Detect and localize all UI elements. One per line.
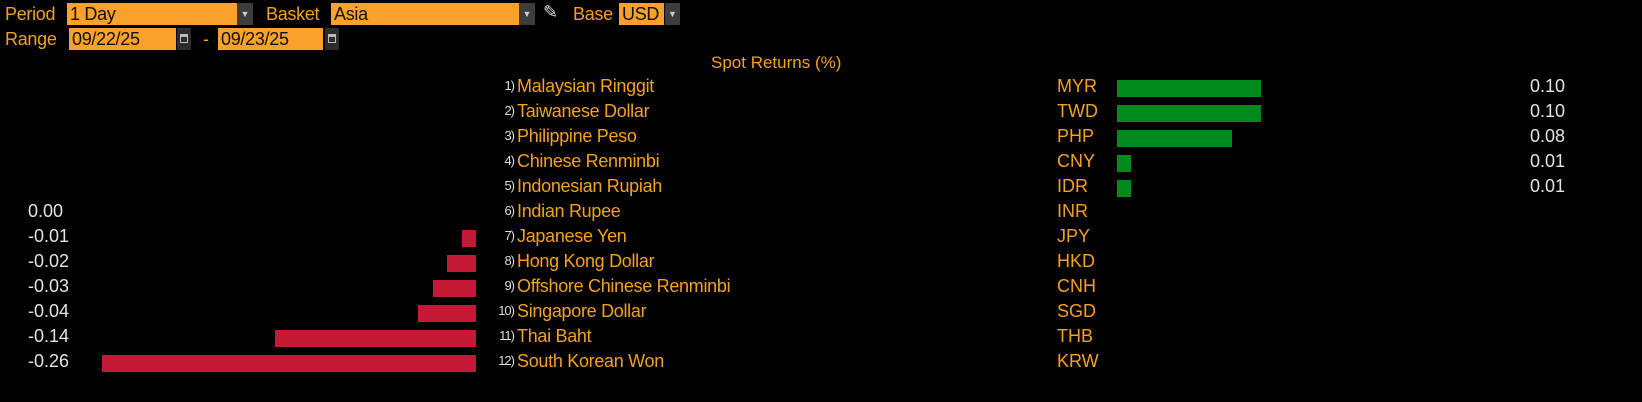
row-rank: 11) (499, 328, 515, 343)
currency-name: Malaysian Ringgit (517, 76, 654, 96)
range-end-input[interactable]: 09/23/25 (218, 28, 323, 50)
currency-name: Indian Rupee (517, 201, 621, 221)
currency-code: KRW (1057, 351, 1099, 371)
negative-bar (102, 355, 476, 372)
table-row[interactable]: 2) Taiwanese Dollar TWD 0.10 (0, 101, 1642, 126)
currency-code: MYR (1057, 76, 1097, 96)
base-dropdown[interactable]: USD (619, 3, 664, 25)
positive-bar (1117, 130, 1233, 147)
positive-bar (1117, 80, 1261, 97)
value-label: -0.14 (28, 326, 70, 346)
currency-name: Taiwanese Dollar (517, 101, 650, 121)
table-row[interactable]: 10) Singapore Dollar SGD -0.04 (0, 301, 1642, 326)
currency-code: CNY (1057, 151, 1096, 171)
row-rank: 10) (498, 303, 515, 318)
table-row[interactable]: 8) Hong Kong Dollar HKD -0.02 (0, 251, 1642, 276)
row-rank: 12) (498, 353, 515, 368)
row-rank: 2) (504, 103, 515, 118)
currency-name: Offshore Chinese Renminbi (517, 276, 731, 296)
value-label: 0.08 (1529, 126, 1565, 146)
chevron-down-icon[interactable]: ▼ (237, 3, 253, 25)
table-row[interactable]: 11) Thai Baht THB -0.14 (0, 326, 1642, 351)
negative-bar (432, 280, 476, 297)
chart-title: Spot Returns (%) (711, 53, 842, 72)
value-label: 0.10 (1529, 76, 1565, 96)
value-label: 0.01 (1529, 176, 1565, 196)
table-row[interactable]: 7) Japanese Yen JPY -0.01 (0, 226, 1642, 251)
table-row[interactable]: 3) Philippine Peso PHP 0.08 (0, 126, 1642, 151)
value-label: -0.04 (28, 301, 70, 321)
row-rank: 6) (504, 203, 515, 218)
value-label: 0.00 (28, 201, 64, 221)
currency-code: INR (1057, 201, 1088, 221)
value-label: 0.01 (1529, 151, 1565, 171)
currency-code: THB (1057, 326, 1093, 346)
currency-name: Japanese Yen (517, 226, 627, 246)
row-rank: 8) (504, 253, 515, 268)
calendar-icon[interactable] (325, 28, 339, 50)
value-label: -0.03 (28, 276, 70, 296)
range-label: Range (5, 29, 57, 49)
row-rank: 1) (504, 78, 515, 93)
currency-name: Chinese Renminbi (517, 151, 660, 171)
currency-name: Thai Baht (517, 326, 592, 346)
negative-bar (274, 330, 476, 347)
currency-code: PHP (1057, 126, 1095, 146)
period-dropdown[interactable]: 1 Day (67, 3, 237, 25)
basket-label: Basket (266, 4, 320, 24)
currency-name: Philippine Peso (517, 126, 637, 146)
negative-bar (461, 230, 476, 247)
calendar-icon[interactable] (177, 28, 191, 50)
positive-bar (1117, 155, 1132, 172)
currency-name: Singapore Dollar (517, 301, 647, 321)
currency-code: CNH (1057, 276, 1096, 296)
table-row[interactable]: 6) Indian Rupee INR 0.00 (0, 201, 1642, 226)
chevron-down-icon[interactable]: ▼ (665, 3, 680, 25)
currency-name: South Korean Won (517, 351, 664, 371)
currency-code: JPY (1057, 226, 1091, 246)
table-row[interactable]: 5) Indonesian Rupiah IDR 0.01 (0, 176, 1642, 201)
table-row[interactable]: 9) Offshore Chinese Renminbi CNH -0.03 (0, 276, 1642, 301)
row-rank: 7) (504, 228, 515, 243)
basket-dropdown[interactable]: Asia (331, 3, 519, 25)
table-row[interactable]: 12) South Korean Won KRW -0.26 (0, 351, 1642, 376)
currency-name: Hong Kong Dollar (517, 251, 655, 271)
value-label: 0.10 (1529, 101, 1565, 121)
negative-bar (418, 305, 476, 322)
currency-code: IDR (1057, 176, 1088, 196)
table-row[interactable]: 1) Malaysian Ringgit MYR 0.10 (0, 76, 1642, 101)
currency-code: SGD (1057, 301, 1097, 321)
currency-code: TWD (1057, 101, 1098, 121)
period-label: Period (5, 4, 56, 24)
row-rank: 3) (504, 128, 515, 143)
chevron-down-icon[interactable]: ▼ (519, 3, 535, 25)
range-start-input[interactable]: 09/22/25 (69, 28, 176, 50)
table-row[interactable]: 4) Chinese Renminbi CNY 0.01 (0, 151, 1642, 176)
currency-code: HKD (1057, 251, 1096, 271)
negative-bar (447, 255, 476, 272)
positive-bar (1117, 180, 1132, 197)
range-separator: - (203, 29, 209, 49)
value-label: -0.02 (28, 251, 70, 271)
base-label: Base (573, 4, 613, 24)
value-label: -0.01 (28, 226, 70, 246)
currency-name: Indonesian Rupiah (517, 176, 663, 196)
row-rank: 4) (504, 153, 515, 168)
pencil-icon[interactable]: ✎ (543, 2, 559, 22)
positive-bar (1117, 105, 1261, 122)
row-rank: 9) (504, 278, 515, 293)
value-label: -0.26 (28, 351, 70, 371)
row-rank: 5) (504, 178, 515, 193)
